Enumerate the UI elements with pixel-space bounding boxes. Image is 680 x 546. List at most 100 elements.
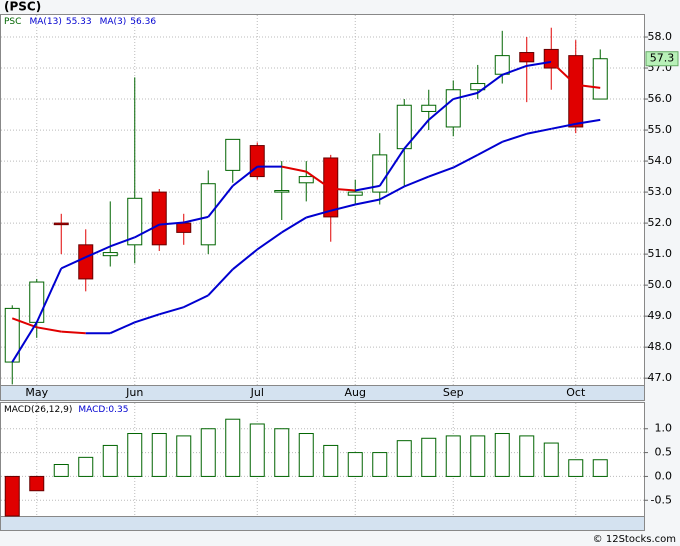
legend-value: 56.36 xyxy=(130,17,156,27)
ma-line xyxy=(11,317,38,329)
price-panel xyxy=(0,14,645,386)
candle-body xyxy=(274,190,290,193)
candle-body xyxy=(225,138,241,171)
macd-bar xyxy=(176,435,192,477)
ma-line xyxy=(550,61,577,86)
candle-body xyxy=(347,191,363,196)
legend: PSC MA(13) 55.33 MA(3) 56.36 xyxy=(4,17,156,27)
macd-bar xyxy=(53,464,69,477)
y-tick-label: 53.0 xyxy=(648,185,673,198)
ma-line xyxy=(355,198,380,206)
macd-bar xyxy=(323,444,339,477)
macd-bar xyxy=(29,475,45,492)
ma-line xyxy=(159,221,184,226)
ma-line xyxy=(575,83,601,89)
x-tick-label: Aug xyxy=(345,386,366,399)
y-tick-label: 51.0 xyxy=(648,247,673,260)
ma-line xyxy=(428,166,454,178)
y-tick-label: 58.0 xyxy=(648,30,673,43)
y-tick-label: 47.0 xyxy=(648,371,673,384)
macd-bar xyxy=(249,423,265,477)
legend-name: MACD: xyxy=(78,405,108,415)
legend: MACD(26,12,9) MACD:0.35 xyxy=(4,405,128,415)
ma-line xyxy=(134,313,160,324)
ma-line xyxy=(61,330,86,335)
candle-body xyxy=(127,197,143,246)
macd-bar xyxy=(592,459,608,477)
macd-bar xyxy=(396,440,412,477)
legend-name: MA(3) xyxy=(100,17,127,27)
ma-line xyxy=(428,98,454,121)
ma-line xyxy=(207,185,234,218)
ma-line xyxy=(403,175,430,188)
y-tick-label: 1.0 xyxy=(655,422,673,435)
macd-bar xyxy=(78,456,94,477)
candle-body xyxy=(323,157,339,218)
ma-line xyxy=(281,165,307,173)
candle-body xyxy=(592,58,608,100)
macd-bar xyxy=(4,475,20,517)
ma-line xyxy=(305,170,332,190)
ma-line xyxy=(453,91,478,101)
macd-bar xyxy=(274,428,290,477)
macd-bar xyxy=(421,437,437,477)
ma-line xyxy=(526,60,552,67)
legend-value: 0.35 xyxy=(108,405,128,415)
ma-line xyxy=(11,321,38,363)
y-tick-label: 0.0 xyxy=(655,469,673,482)
y-tick-label: 49.0 xyxy=(648,309,673,322)
candle-body xyxy=(568,55,584,128)
ma-line xyxy=(330,187,356,192)
ma-line xyxy=(232,165,258,187)
legend-value: 55.33 xyxy=(66,17,92,27)
y-tick-label: 48.0 xyxy=(648,340,673,353)
month-band xyxy=(0,385,645,401)
macd-bar xyxy=(298,433,314,477)
macd-bar xyxy=(151,433,167,477)
ma-line xyxy=(575,118,601,125)
legend-symbol: PSC xyxy=(4,17,21,27)
chart-title: (PSC) xyxy=(4,0,41,14)
macd-bar xyxy=(568,459,584,477)
y-tick-label: 55.0 xyxy=(648,123,673,136)
ma-line xyxy=(403,119,430,150)
ma-line xyxy=(379,185,405,201)
ma-line xyxy=(281,216,307,234)
ma-line xyxy=(109,236,136,248)
macd-bar xyxy=(347,452,363,477)
macd-bar xyxy=(445,435,461,477)
x-tick-label: May xyxy=(25,386,48,399)
ma-line xyxy=(330,203,356,212)
macd-bar xyxy=(543,442,559,477)
month-band xyxy=(0,516,645,531)
candle-body xyxy=(200,183,216,246)
x-tick-label: Jun xyxy=(125,386,143,399)
ma-line xyxy=(109,321,136,335)
macd-bar xyxy=(470,435,486,477)
ma-line xyxy=(305,209,332,219)
legend-title: MACD(26,12,9) xyxy=(4,405,72,415)
ma-line xyxy=(36,326,62,333)
candle-body xyxy=(53,222,69,226)
legend-name: MA(13) xyxy=(29,17,61,27)
macd-bar xyxy=(127,433,143,477)
ma-line xyxy=(134,223,160,239)
ma-line xyxy=(526,127,552,135)
candle-body xyxy=(421,104,437,112)
macd-bar xyxy=(225,418,241,477)
macd-bar xyxy=(519,435,535,477)
candle-body xyxy=(298,176,314,184)
x-tick-label: Jul xyxy=(250,386,264,399)
candle-body xyxy=(249,145,265,178)
ma-line xyxy=(452,153,479,169)
macd-bar xyxy=(200,428,216,477)
ma-line xyxy=(477,140,503,156)
footer: © 12Stocks.com xyxy=(593,534,676,545)
ma-line xyxy=(355,184,380,192)
y-tick-label: 56.0 xyxy=(648,92,673,105)
ma-line xyxy=(35,267,63,323)
macd-bar xyxy=(494,433,510,477)
ma-line xyxy=(232,248,258,271)
